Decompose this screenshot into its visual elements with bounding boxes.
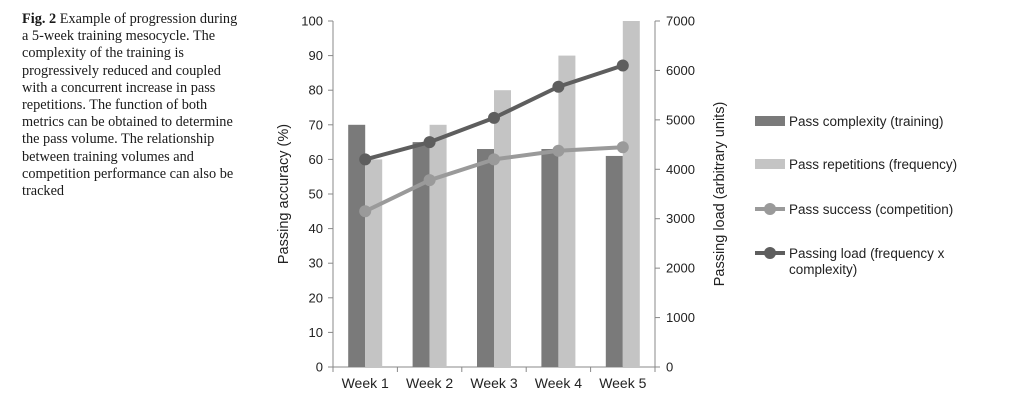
y2-axis-title: Passing load (arbitrary units) [712, 102, 728, 287]
y-tick-label: 0 [316, 360, 323, 375]
bar-pass-complexity [541, 149, 559, 367]
y-tick-label: 70 [309, 117, 323, 132]
bar-pass-complexity [348, 124, 366, 367]
y2-tick-label: 7000 [666, 14, 695, 29]
legend-marker [764, 203, 776, 215]
legend-label: Pass repetitions (frequency) [789, 157, 957, 172]
y2-tick-label: 2000 [666, 261, 695, 276]
point-pass-success [552, 144, 565, 157]
point-passing-load [423, 136, 436, 149]
point-pass-success [488, 153, 500, 166]
y2-tick-label: 3000 [666, 211, 695, 226]
point-passing-load [616, 59, 629, 72]
y-tick-label: 80 [309, 83, 323, 98]
bar-pass-complexity [605, 155, 623, 367]
y-tick-label: 40 [309, 221, 323, 236]
x-tick-label: Week 3 [470, 375, 517, 391]
y2-tick-label: 1000 [666, 310, 695, 325]
y2-tick-label: 0 [666, 360, 673, 375]
bar-pass-repetitions [429, 124, 447, 367]
legend-swatch [755, 116, 785, 126]
x-tick-label: Week 5 [599, 375, 646, 391]
y-tick-label: 60 [309, 152, 323, 167]
y2-tick-label: 4000 [666, 162, 695, 177]
y-tick-label: 50 [309, 187, 323, 202]
y-tick-label: 30 [309, 256, 323, 271]
point-passing-load [359, 153, 372, 166]
point-passing-load [552, 80, 565, 93]
x-tick-label: Week 4 [535, 375, 582, 391]
bar-pass-complexity [412, 142, 430, 367]
bar-pass-repetitions [494, 90, 511, 367]
bar-pass-repetitions [622, 21, 640, 367]
bar-pass-repetitions [558, 55, 576, 367]
point-pass-success [359, 205, 372, 218]
legend-label: Passing load (frequency x complexity) [789, 246, 945, 277]
y-tick-label: 20 [309, 290, 323, 305]
x-tick-label: Week 1 [342, 375, 389, 391]
legend-marker [764, 247, 776, 259]
point-pass-success [616, 141, 629, 154]
y-tick-label: 10 [309, 325, 323, 340]
figure-caption: Fig. 2 Example of progression during a 5… [22, 11, 244, 200]
point-passing-load [488, 111, 500, 124]
y-tick-label: 90 [309, 48, 323, 63]
y2-tick-label: 6000 [666, 63, 695, 78]
y2-tick-label: 5000 [666, 112, 695, 127]
legend-swatch [755, 159, 785, 169]
figure-caption-text: Example of progression during a 5-week t… [22, 11, 238, 200]
bar-pass-complexity [477, 149, 494, 367]
y-tick-label: 100 [301, 14, 323, 29]
x-tick-label: Week 2 [406, 375, 453, 391]
y-axis-title: Passing accuracy (%) [276, 124, 292, 264]
point-pass-success [423, 174, 436, 187]
bar-pass-repetitions [365, 159, 383, 367]
figure-label: Fig. 2 [22, 11, 57, 27]
legend-label: Pass success (competition) [789, 202, 953, 217]
legend-label: Pass complexity (training) [789, 114, 944, 129]
